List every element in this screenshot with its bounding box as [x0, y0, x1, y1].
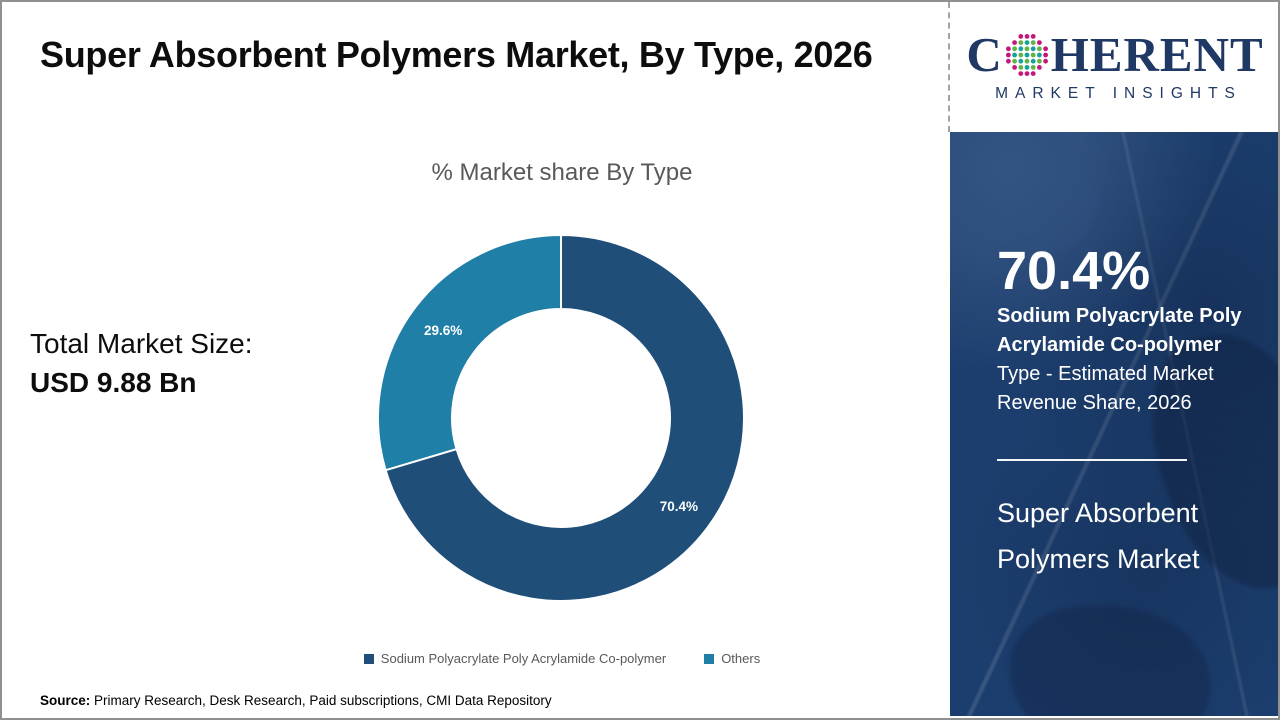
source-label: Source:: [40, 693, 91, 708]
sidebar: 70.4% Sodium Polyacrylate Poly Acrylamid…: [950, 132, 1278, 716]
logo-globe-icon: [1005, 33, 1048, 76]
dashed-divider: [948, 2, 950, 132]
sidebar-stat-description-rest: Type - Estimated Market Revenue Share, 2…: [997, 363, 1214, 414]
legend-swatch: [363, 653, 374, 664]
chart-subtitle: % Market share By Type: [431, 159, 693, 186]
donut-slice: [384, 233, 745, 602]
sidebar-stat-value: 70.4%: [997, 241, 1151, 301]
logo-area: C HERENT MARKET INSIGHTS: [952, 2, 1278, 131]
total-market-size-label: Total Market Size:: [30, 328, 253, 359]
page-title: Super Absorbent Polymers Market, By Type…: [40, 34, 873, 75]
total-market-size-value: USD 9.88 Bn: [30, 367, 197, 399]
logo-tagline: MARKET INSIGHTS: [995, 85, 1242, 102]
total-market-size: Total Market Size: USD 9.88 Bn: [30, 324, 253, 402]
sidebar-stat-description-bold: Sodium Polyacrylate Poly Acrylamide Co-p…: [997, 305, 1242, 356]
logo-letters-rest: HERENT: [1050, 27, 1264, 82]
legend-label: Sodium Polyacrylate Poly Acrylamide Co-p…: [380, 651, 667, 666]
map-texture-decoration: [1010, 606, 1210, 716]
slice-label: 70.4%: [660, 499, 698, 514]
brand-logo: C HERENT: [966, 30, 1263, 79]
chart-subtitle-wrap: % Market share By Type: [132, 159, 992, 187]
source-text: Primary Research, Desk Research, Paid su…: [90, 693, 552, 708]
chart-legend: Sodium Polyacrylate Poly Acrylamide Co-p…: [132, 651, 992, 666]
source-note: Source: Primary Research, Desk Research,…: [40, 693, 552, 708]
legend-swatch: [704, 653, 715, 664]
sidebar-divider: [997, 459, 1187, 461]
donut-chart: 70.4% 29.6%: [377, 233, 745, 602]
legend-label: Others: [721, 651, 761, 666]
legend-item: Others: [704, 651, 760, 666]
logo-letter-c: C: [966, 27, 1003, 82]
slice-label: 29.6%: [424, 323, 462, 338]
sidebar-market-name: Super Absorbent Polymers Market: [997, 498, 1200, 574]
legend-item: Sodium Polyacrylate Poly Acrylamide Co-p…: [363, 651, 667, 666]
sidebar-stat-description: Sodium Polyacrylate Poly Acrylamide Co-p…: [997, 302, 1257, 418]
donut-slice: [377, 233, 562, 472]
